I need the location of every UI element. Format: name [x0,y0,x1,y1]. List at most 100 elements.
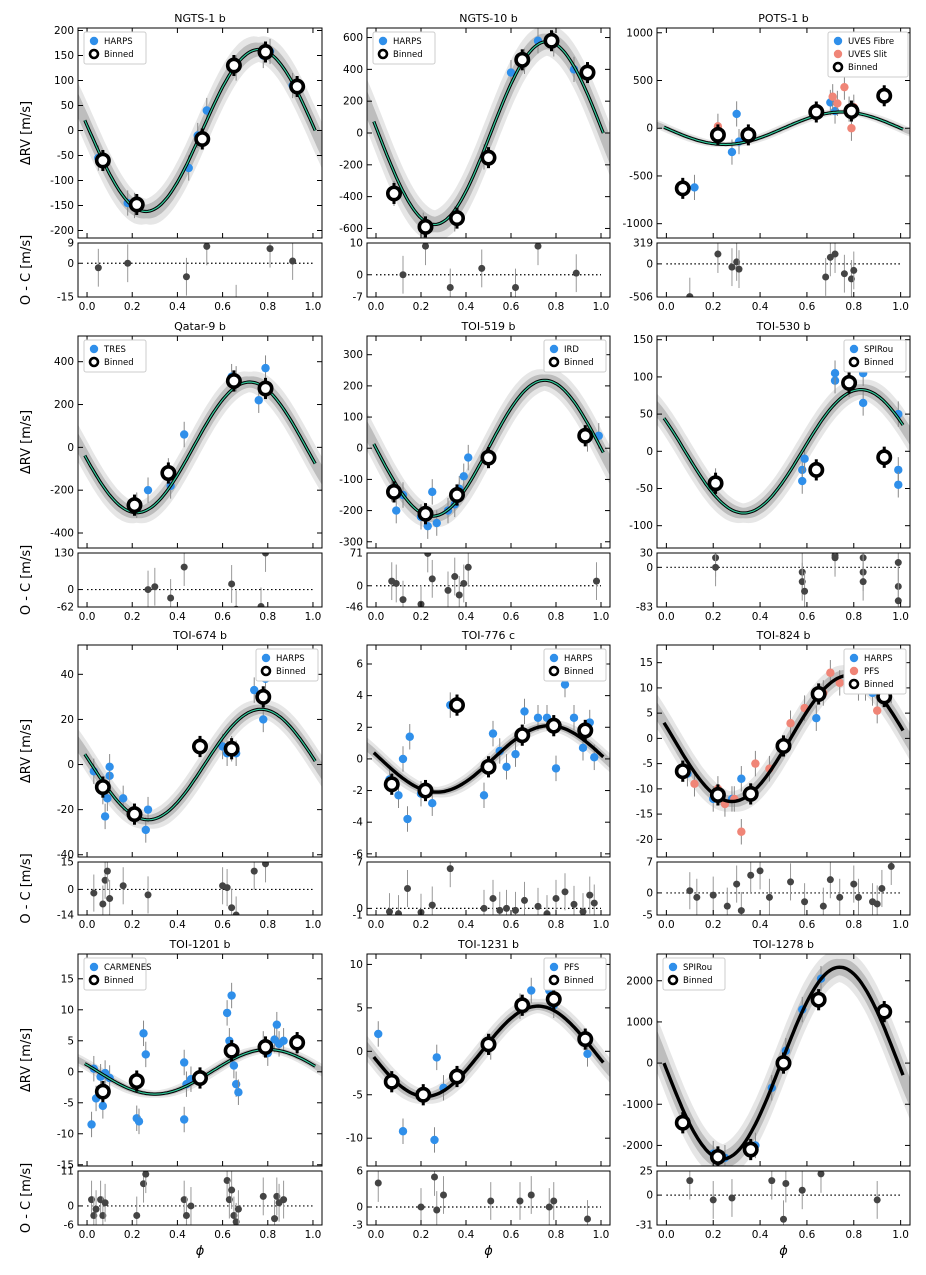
x-tick-label: 0.6 [214,301,231,313]
main-plot-frame [77,335,323,549]
residual-point [686,1177,694,1185]
residual-point [99,900,107,908]
x-tick-label: 1.0 [305,301,322,313]
resid-y-tick-label: 0 [646,258,653,270]
resid-y-tick-label: 15 [61,857,74,869]
legend-label: PFS [564,963,579,973]
y-tick-label: 10 [61,1004,74,1016]
binned-point [223,1042,240,1059]
panel-title: TOI-824 b [755,629,810,642]
x-axis-label: ϕ [196,1244,205,1259]
residual-point [119,882,127,890]
resid-y-tick-label: -46 [346,602,363,614]
binned-point [223,740,240,757]
residual-point [487,1197,495,1205]
x-tick-label: 0.2 [124,1229,141,1241]
x-tick-label: 0.8 [548,301,565,313]
binned-point [94,152,111,169]
residual-point [417,1203,425,1211]
residual-point [180,563,188,571]
residual-point [822,273,830,281]
legend: TRES Binned [83,339,147,373]
binned-point [448,210,465,227]
binned-point [385,483,402,500]
residual-point [714,250,722,258]
legend-label: PFS [864,667,879,677]
main-plot-area [367,977,610,1153]
residual-point [552,894,560,902]
residual-point [422,243,429,250]
panel-toi-1201-b: TOI-1201 b 15 10 5 0 -5 -10 -15 CARMENES Binned 11… [57,938,323,1241]
x-tick-label: 0.2 [413,611,430,623]
binned-point [480,449,497,466]
y-tick-label: 5 [67,1035,74,1047]
residual-plot-area [666,553,902,607]
residual-plot-area [376,243,601,297]
x-tick-label: 0.2 [413,1229,430,1241]
residual-point [847,275,855,283]
data-point [560,680,570,689]
data-point [459,472,468,481]
residual-point [133,1211,141,1219]
y-tick-label: 150 [633,334,653,346]
resid-y-tick-label: 0 [67,584,74,596]
x-tick-label: 0.2 [124,301,141,313]
binned-point [417,782,434,799]
residual-frame [656,1170,911,1226]
y-tick-label: -6 [353,848,364,860]
legend-label: Binned [104,358,134,368]
data-point [830,368,840,378]
legend-box [543,648,607,682]
data-point [261,363,270,373]
x-tick-label: 1.0 [892,919,909,931]
data-point [506,68,516,77]
y-tick-label: 200 [54,399,74,411]
x-tick-label: 0.2 [124,919,141,931]
x-tick-label: 0.4 [169,919,186,931]
residual-point [496,906,504,914]
binned-point [94,1083,111,1100]
binned-point [257,1038,274,1055]
y-tick-label: 15 [61,973,74,985]
residual-point [203,243,211,250]
y-tick-label: 200 [343,380,363,392]
y-tick-label: -10 [636,783,653,795]
residual-plot-area [87,1171,313,1225]
main-plot-area [367,671,610,832]
x-tick-label: 0.0 [658,611,675,623]
binned-point [808,104,825,121]
residual-point [433,1206,441,1214]
x-tick-label: 0.2 [124,611,141,623]
residual-point [733,880,741,888]
residual-point [787,878,795,886]
legend-label: HARPS [276,654,305,664]
residual-frame [366,861,611,916]
residual-point [446,283,454,291]
residual-point [593,577,600,585]
y-tick-label: 0 [356,128,363,140]
panel-toi-519-b: TOI-519 b 300 200 100 0 -100 -200 -300 IRD Binned… [339,320,611,623]
residual-plot-area [374,1171,601,1225]
y-tick-label: 2 [356,722,363,734]
y-tick-label: 0 [67,1066,74,1078]
main-plot-frame [366,335,611,549]
residual-point [395,910,402,915]
resid-y-tick-label: 0 [356,1202,363,1214]
residual-point [831,250,839,258]
y-tick-label: 2000 [626,975,653,987]
data-point [259,715,268,724]
binned-point [876,449,893,466]
y-tick-label: 400 [343,64,363,76]
x-tick-label: 0.4 [458,1229,475,1241]
y-tick-label: -5 [643,758,653,770]
resid-y-tick-label: 0 [646,887,653,899]
legend-marker-binned [88,356,100,368]
x-tick-label: 1.0 [892,1229,909,1241]
data-point [403,814,412,824]
data-point [894,480,903,489]
data-point [873,706,882,715]
main-plot-area [78,36,322,225]
y-tick-label: -5 [64,1097,74,1109]
binned-point [775,1055,792,1072]
